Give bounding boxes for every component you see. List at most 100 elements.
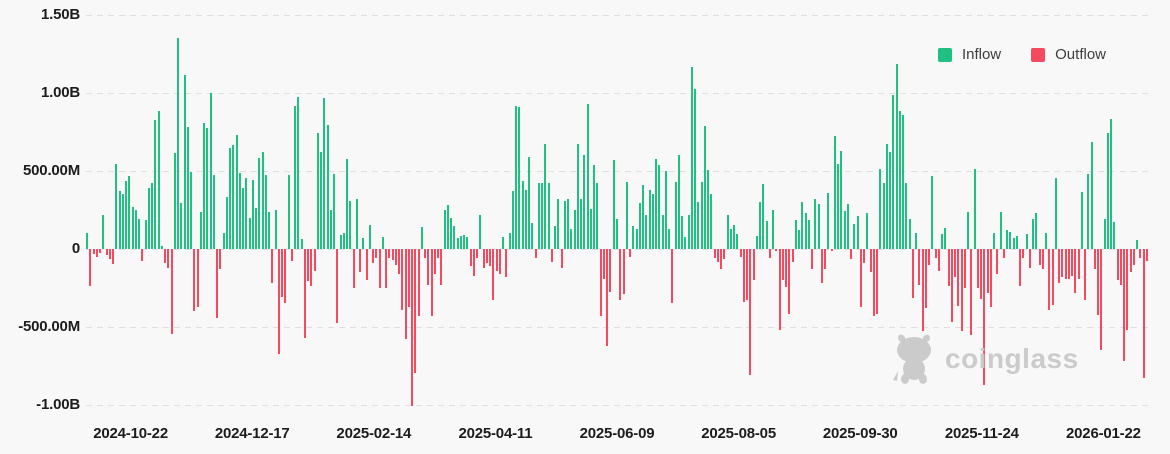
inflow-bar[interactable]: [160, 245, 163, 249]
outflow-bar[interactable]: [112, 249, 114, 264]
outflow-bar[interactable]: [1071, 249, 1074, 277]
inflow-bar[interactable]: [1025, 234, 1028, 249]
inflow-bar[interactable]: [902, 114, 905, 249]
outflow-bar[interactable]: [108, 249, 111, 260]
inflow-bar[interactable]: [557, 199, 560, 249]
outflow-bar[interactable]: [485, 249, 488, 264]
outflow-bar[interactable]: [430, 249, 433, 317]
inflow-bar[interactable]: [801, 202, 804, 249]
inflow-bar[interactable]: [183, 74, 186, 249]
outflow-bar[interactable]: [1038, 249, 1041, 265]
outflow-bar[interactable]: [830, 249, 833, 252]
inflow-bar[interactable]: [339, 234, 342, 249]
inflow-bar[interactable]: [518, 107, 521, 249]
outflow-bar[interactable]: [498, 249, 501, 274]
outflow-bar[interactable]: [492, 249, 495, 300]
outflow-bar[interactable]: [1019, 249, 1022, 287]
inflow-bar[interactable]: [515, 106, 518, 249]
inflow-bar[interactable]: [297, 96, 300, 249]
inflow-bar[interactable]: [697, 202, 700, 249]
inflow-bar[interactable]: [190, 171, 193, 249]
inflow-bar[interactable]: [804, 213, 807, 249]
inflow-bar[interactable]: [1032, 219, 1035, 249]
inflow-bar[interactable]: [131, 206, 134, 249]
outflow-bar[interactable]: [303, 249, 306, 338]
inflow-bar[interactable]: [817, 203, 820, 249]
outflow-bar[interactable]: [622, 249, 625, 295]
inflow-bar[interactable]: [596, 182, 599, 249]
inflow-bar[interactable]: [459, 235, 462, 249]
outflow-bar[interactable]: [375, 249, 378, 259]
outflow-bar[interactable]: [170, 249, 173, 335]
outflow-bar[interactable]: [336, 249, 339, 324]
outflow-bar[interactable]: [749, 249, 752, 376]
outflow-bar[interactable]: [602, 249, 605, 279]
inflow-bar[interactable]: [616, 219, 618, 249]
outflow-bar[interactable]: [193, 249, 196, 312]
inflow-bar[interactable]: [300, 238, 303, 249]
inflow-bar[interactable]: [151, 183, 154, 249]
outflow-bar[interactable]: [281, 249, 284, 297]
outflow-bar[interactable]: [1084, 249, 1087, 301]
inflow-bar[interactable]: [235, 134, 238, 249]
outflow-bar[interactable]: [720, 249, 723, 270]
outflow-bar[interactable]: [869, 249, 872, 272]
inflow-bar[interactable]: [827, 192, 830, 249]
inflow-bar[interactable]: [576, 144, 579, 249]
inflow-bar[interactable]: [287, 174, 290, 249]
inflow-bar[interactable]: [511, 191, 514, 249]
outflow-bar[interactable]: [1002, 249, 1005, 258]
inflow-bar[interactable]: [144, 219, 147, 249]
inflow-bar[interactable]: [245, 178, 248, 249]
outflow-bar[interactable]: [785, 249, 788, 288]
outflow-bar[interactable]: [1064, 249, 1067, 280]
inflow-bar[interactable]: [125, 181, 128, 249]
inflow-bar[interactable]: [655, 158, 658, 249]
inflow-bar[interactable]: [726, 215, 729, 249]
inflow-bar[interactable]: [837, 163, 840, 249]
inflow-bar[interactable]: [261, 151, 264, 249]
outflow-bar[interactable]: [609, 249, 612, 293]
inflow-bar[interactable]: [700, 181, 703, 249]
outflow-bar[interactable]: [391, 249, 394, 260]
outflow-bar[interactable]: [599, 249, 602, 317]
outflow-bar[interactable]: [433, 249, 436, 274]
outflow-bar[interactable]: [1067, 249, 1070, 279]
inflow-bar[interactable]: [668, 228, 671, 249]
outflow-bar[interactable]: [768, 249, 771, 258]
inflow-bar[interactable]: [658, 164, 661, 249]
inflow-bar[interactable]: [1035, 213, 1038, 249]
inflow-bar[interactable]: [1113, 221, 1116, 249]
inflow-bar[interactable]: [115, 163, 118, 249]
inflow-bar[interactable]: [118, 191, 121, 249]
outflow-bar[interactable]: [1146, 249, 1148, 262]
inflow-bar[interactable]: [674, 181, 677, 249]
outflow-bar[interactable]: [811, 249, 814, 270]
outflow-bar[interactable]: [407, 249, 410, 307]
inflow-bar[interactable]: [134, 209, 137, 249]
outflow-bar[interactable]: [629, 249, 631, 257]
inflow-bar[interactable]: [544, 144, 547, 249]
inflow-bar[interactable]: [466, 237, 469, 249]
inflow-bar[interactable]: [645, 214, 648, 249]
outflow-bar[interactable]: [739, 249, 742, 257]
outflow-bar[interactable]: [1077, 249, 1080, 279]
outflow-bar[interactable]: [970, 249, 973, 335]
inflow-bar[interactable]: [625, 181, 628, 249]
inflow-bar[interactable]: [999, 212, 1002, 249]
inflow-bar[interactable]: [833, 135, 836, 249]
outflow-bar[interactable]: [550, 249, 553, 263]
inflow-bar[interactable]: [1110, 119, 1113, 249]
inflow-bar[interactable]: [180, 203, 183, 249]
outflow-bar[interactable]: [385, 249, 388, 288]
inflow-bar[interactable]: [316, 132, 319, 249]
inflow-bar[interactable]: [212, 175, 215, 249]
inflow-bar[interactable]: [102, 214, 105, 249]
inflow-bar[interactable]: [733, 224, 736, 249]
inflow-bar[interactable]: [258, 158, 261, 249]
outflow-bar[interactable]: [1061, 249, 1064, 278]
outflow-bar[interactable]: [1126, 249, 1129, 331]
outflow-bar[interactable]: [359, 249, 362, 273]
outflow-bar[interactable]: [778, 249, 781, 331]
outflow-bar[interactable]: [713, 249, 716, 258]
